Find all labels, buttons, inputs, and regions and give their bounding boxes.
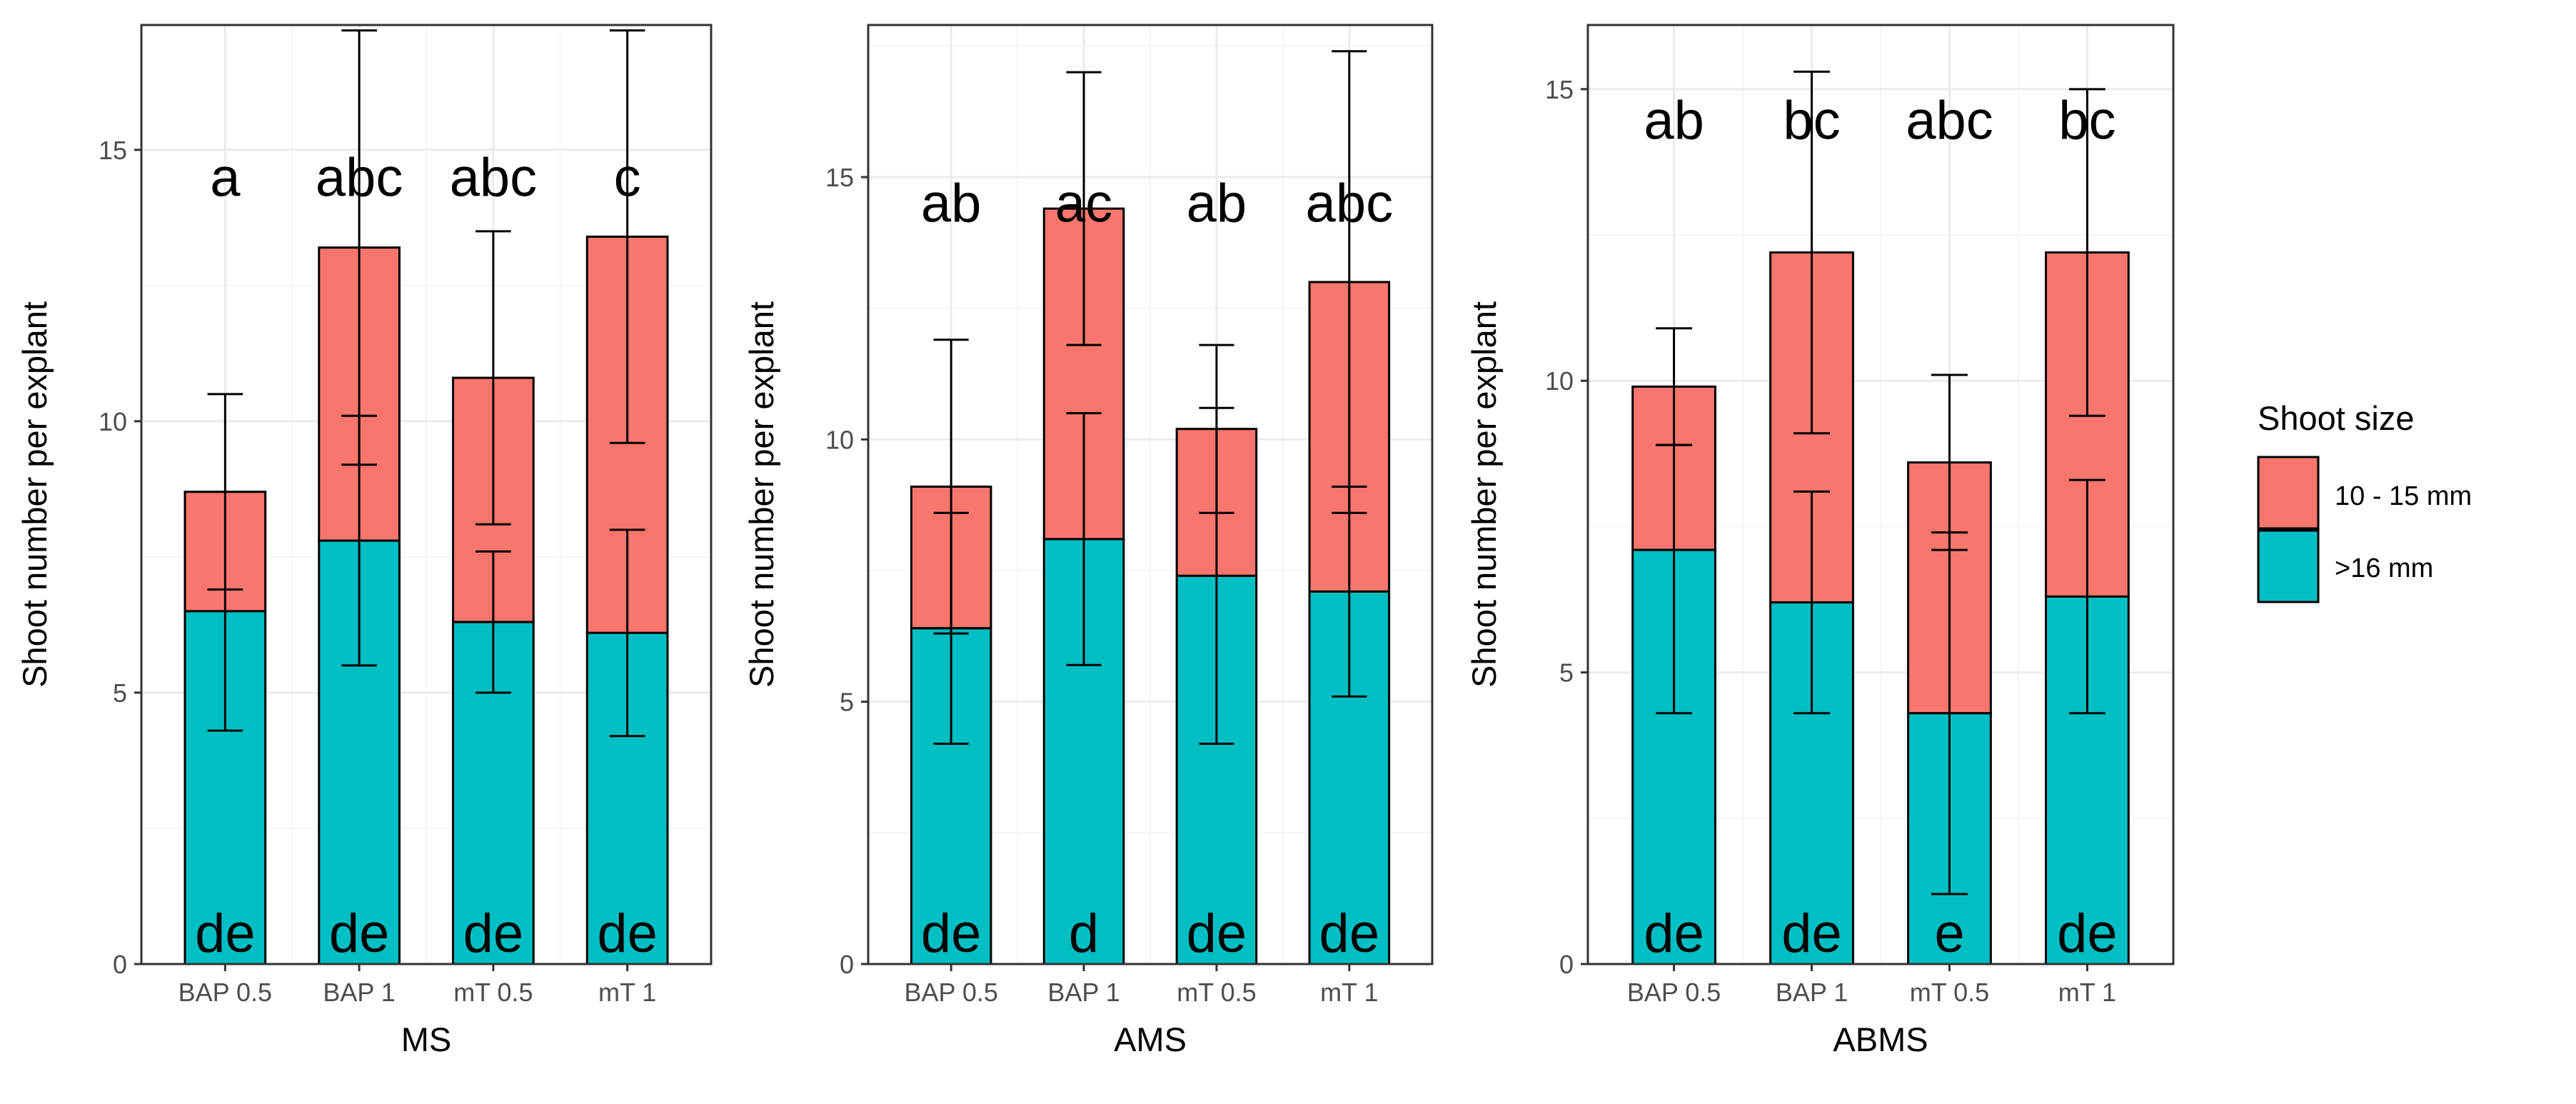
x-tick-label: mT 1	[1320, 978, 1378, 1007]
panel-border	[867, 24, 1434, 965]
panel-border	[140, 24, 713, 965]
x-tick-label: BAP 1	[1776, 978, 1848, 1007]
significance-letter-bottom: d	[1069, 903, 1099, 964]
y-axis-title: Shoot number per explant	[16, 301, 54, 688]
significance-letter-top: ab	[921, 173, 982, 234]
significance-letter-top: abc	[1306, 173, 1394, 234]
x-tick-label: BAP 1	[1047, 978, 1120, 1007]
x-tick-label: mT 0.5	[1910, 978, 1989, 1007]
significance-letter-bottom: de	[329, 903, 390, 964]
x-tick-label: BAP 0.5	[1627, 978, 1721, 1007]
significance-letter-top: bc	[1783, 90, 1840, 151]
significance-letter-top: abc	[450, 147, 538, 208]
significance-letter-bottom: de	[1781, 903, 1842, 964]
y-tick-label: 5	[1559, 658, 1574, 688]
y-tick-label: 15	[825, 163, 854, 192]
significance-letter-bottom: e	[1934, 903, 1964, 964]
x-tick-label: BAP 1	[323, 978, 395, 1007]
significance-letter-top: bc	[2058, 90, 2115, 151]
x-tick-label: BAP 0.5	[178, 978, 272, 1007]
y-tick-label: 5	[840, 688, 854, 717]
legend-swatch-16mm	[2257, 529, 2320, 603]
significance-letter-top: ab	[1644, 90, 1704, 151]
significance-letter-top: abc	[316, 147, 403, 208]
y-tick-label: 0	[113, 950, 127, 979]
significance-letter-bottom: de	[463, 903, 524, 964]
x-tick-label: mT 0.5	[453, 978, 533, 1007]
x-tick-label: mT 1	[2058, 978, 2116, 1007]
x-tick-label: BAP 0.5	[904, 978, 997, 1007]
x-axis-title: AMS	[1114, 1020, 1187, 1058]
significance-letter-top: c	[614, 147, 641, 208]
significance-letter-top: a	[210, 147, 241, 208]
legend-title: Shoot size	[2258, 399, 2414, 437]
x-tick-label: mT 0.5	[1177, 978, 1256, 1007]
y-tick-label: 10	[1545, 366, 1574, 396]
y-axis-title: Shoot number per explant	[1465, 301, 1503, 688]
y-tick-label: 15	[99, 136, 127, 165]
significance-letter-bottom: de	[195, 903, 256, 964]
chart-panel-abms: ab bc abc bc de de e de 0 5 10 15 BAP 0.5 BAP 1 mT 0.5…	[1465, 24, 2175, 1058]
significance-letter-bottom: de	[1187, 903, 1247, 964]
x-axis-title: MS	[401, 1020, 452, 1058]
y-tick-label: 0	[840, 950, 854, 979]
y-tick-label: 10	[99, 407, 127, 436]
legend-label-10-15mm: 10 - 15 mm	[2335, 481, 2472, 511]
significance-letter-bottom: de	[597, 903, 658, 964]
significance-letter-top: ab	[1187, 173, 1247, 234]
panel-border	[1586, 24, 2175, 965]
y-tick-label: 0	[1559, 950, 1574, 979]
significance-letter-bottom: de	[921, 903, 982, 964]
y-tick-label: 5	[113, 678, 127, 708]
legend: Shoot size 10 - 15 mm >16 mm	[2257, 399, 2472, 603]
legend-swatch-10-15mm	[2257, 456, 2320, 530]
significance-letter-bottom: de	[2057, 903, 2118, 964]
legend-label-16mm: >16 mm	[2335, 553, 2433, 583]
significance-letter-top: ac	[1055, 173, 1112, 234]
significance-letter-bottom: de	[1319, 903, 1380, 964]
y-axis-title: Shoot number per explant	[743, 301, 780, 688]
significance-letter-bottom: de	[1644, 903, 1704, 964]
y-tick-label: 10	[825, 425, 854, 454]
chart-panel-ms: a abc abc c de de de de 0 5 10 15 BAP 0.5 BAP 1 mT 0.5…	[16, 24, 713, 1058]
x-tick-label: mT 1	[598, 978, 656, 1007]
x-axis-title: ABMS	[1833, 1020, 1928, 1058]
significance-letter-top: abc	[1906, 90, 1993, 151]
y-tick-label: 15	[1545, 75, 1574, 104]
